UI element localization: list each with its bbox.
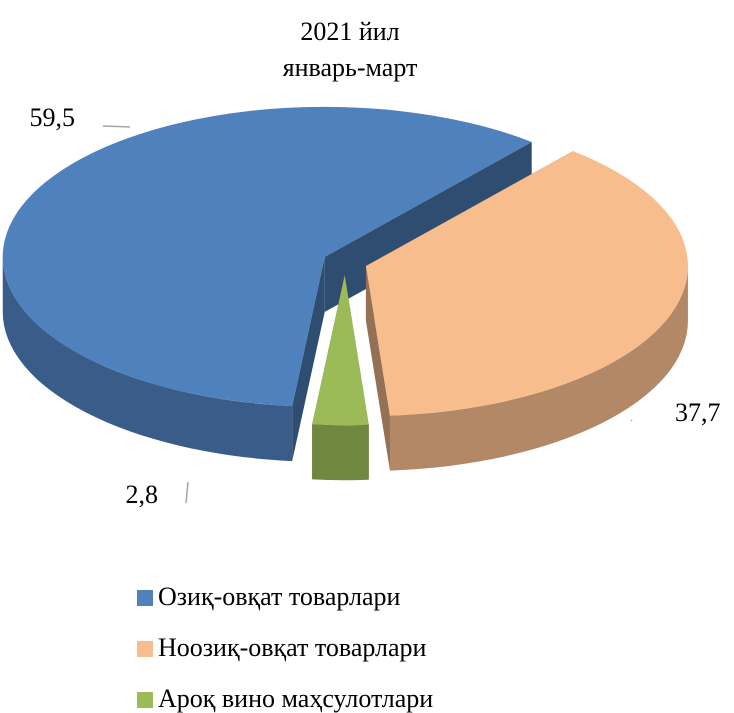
- pie-slice: [312, 275, 369, 426]
- pie-slice: [365, 151, 688, 416]
- legend-label: Озиқ-овқат товарлари: [158, 582, 401, 611]
- leader-line: [185, 481, 189, 504]
- legend-swatch: [137, 590, 153, 606]
- legend-label: Ароқ вино маҳсулотлари: [158, 684, 433, 713]
- legend-swatch: [137, 692, 153, 708]
- slice-side: [2, 256, 293, 462]
- legend-swatch: [137, 641, 153, 657]
- leader-line: [630, 419, 633, 422]
- slice-side: [292, 256, 325, 462]
- legend-label: Ноозиқ-овқат товарлари: [158, 633, 427, 662]
- slice-side: [312, 424, 369, 481]
- data-label: 59,5: [30, 103, 76, 132]
- data-label: 37,7: [675, 398, 721, 427]
- slice-side: [389, 266, 688, 471]
- pie-slice: [2, 106, 532, 407]
- slice-side: [365, 266, 390, 471]
- data-label: 2,8: [126, 480, 159, 509]
- chart-title: 2021 йил: [300, 17, 399, 46]
- leader-line: [102, 125, 131, 128]
- chart-title: январь-март: [283, 53, 418, 82]
